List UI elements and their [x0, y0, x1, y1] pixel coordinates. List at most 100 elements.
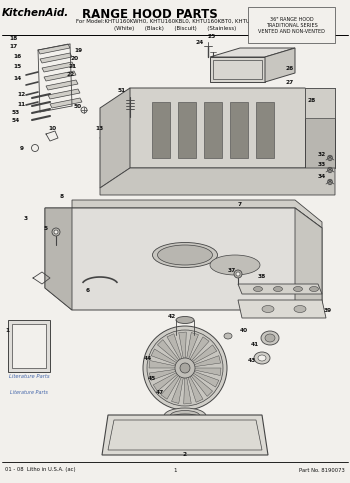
Text: 40: 40	[240, 327, 248, 332]
Text: 15: 15	[14, 65, 22, 70]
Circle shape	[236, 272, 240, 276]
Polygon shape	[193, 345, 217, 363]
Polygon shape	[265, 48, 295, 82]
Polygon shape	[152, 102, 170, 158]
Ellipse shape	[254, 352, 270, 364]
Polygon shape	[305, 88, 335, 168]
Circle shape	[143, 326, 227, 410]
Text: 41: 41	[251, 342, 259, 347]
Circle shape	[328, 168, 332, 172]
Polygon shape	[238, 300, 326, 318]
Ellipse shape	[224, 333, 232, 339]
Text: For Model:KHTU160KWH0, KHTU160KBL0, KHTU160KBT0, KHTU160KSS0: For Model:KHTU160KWH0, KHTU160KBL0, KHTU…	[76, 19, 274, 24]
Text: Literature Parts: Literature Parts	[10, 390, 48, 396]
Polygon shape	[149, 369, 176, 380]
Polygon shape	[167, 334, 182, 359]
Text: 53: 53	[12, 110, 20, 114]
Polygon shape	[210, 57, 265, 82]
Polygon shape	[72, 200, 322, 228]
Polygon shape	[204, 102, 222, 158]
Circle shape	[54, 230, 58, 234]
Text: 13: 13	[96, 126, 104, 130]
Polygon shape	[184, 378, 191, 404]
Polygon shape	[102, 415, 268, 455]
Text: 43: 43	[248, 357, 256, 363]
Text: 7: 7	[238, 201, 242, 207]
Bar	[106, 131, 119, 140]
Text: 26: 26	[286, 66, 294, 71]
Ellipse shape	[258, 355, 266, 361]
Text: 6: 6	[86, 287, 90, 293]
Text: 47: 47	[156, 389, 164, 395]
Ellipse shape	[158, 245, 212, 265]
Text: Literature Parts: Literature Parts	[9, 373, 49, 379]
Text: KitchenAid.: KitchenAid.	[2, 8, 69, 18]
Ellipse shape	[179, 340, 191, 344]
Ellipse shape	[309, 286, 318, 292]
Ellipse shape	[253, 286, 262, 292]
Polygon shape	[100, 88, 335, 168]
Text: 9: 9	[20, 145, 24, 151]
Polygon shape	[194, 355, 220, 367]
Polygon shape	[178, 102, 196, 158]
Ellipse shape	[261, 331, 279, 345]
Ellipse shape	[163, 414, 207, 432]
Circle shape	[234, 270, 242, 278]
Text: 19: 19	[74, 48, 82, 54]
Text: 54: 54	[12, 117, 20, 123]
Text: 51: 51	[118, 87, 126, 93]
Text: 33: 33	[318, 162, 326, 168]
Polygon shape	[158, 340, 179, 362]
Polygon shape	[238, 284, 322, 294]
Circle shape	[175, 358, 195, 378]
Text: 27: 27	[286, 80, 294, 85]
Polygon shape	[40, 53, 72, 63]
Ellipse shape	[153, 242, 217, 268]
Text: 11: 11	[18, 101, 26, 106]
Polygon shape	[153, 373, 177, 391]
Polygon shape	[151, 349, 176, 365]
Text: 5: 5	[44, 226, 48, 230]
Ellipse shape	[273, 286, 282, 292]
Polygon shape	[187, 333, 198, 359]
Ellipse shape	[210, 255, 260, 275]
Polygon shape	[179, 332, 186, 358]
Polygon shape	[188, 377, 203, 402]
Text: 14: 14	[14, 75, 22, 81]
Text: 32: 32	[318, 152, 326, 156]
Ellipse shape	[294, 286, 302, 292]
Text: 1: 1	[173, 468, 177, 472]
Text: 10: 10	[48, 126, 56, 130]
Polygon shape	[44, 71, 76, 81]
Ellipse shape	[294, 306, 306, 313]
Text: 12: 12	[18, 93, 26, 98]
Text: 37: 37	[228, 268, 236, 272]
Bar	[213, 60, 262, 79]
Circle shape	[328, 156, 332, 160]
Text: 2: 2	[183, 452, 187, 456]
Text: 21: 21	[69, 65, 77, 70]
Text: 18: 18	[10, 35, 18, 41]
Text: 22: 22	[67, 72, 75, 77]
Polygon shape	[48, 89, 80, 99]
Ellipse shape	[265, 334, 275, 342]
Text: 20: 20	[71, 57, 79, 61]
Bar	[12, 324, 46, 368]
Polygon shape	[161, 375, 180, 399]
Text: 24: 24	[196, 40, 204, 44]
Text: 42: 42	[168, 313, 176, 318]
Text: 25: 25	[208, 33, 216, 39]
Text: 39: 39	[324, 308, 332, 313]
Polygon shape	[305, 88, 335, 118]
Bar	[8, 320, 50, 372]
Text: 34: 34	[318, 173, 326, 179]
Text: RANGE HOOD PARTS: RANGE HOOD PARTS	[82, 8, 218, 21]
Polygon shape	[172, 377, 183, 403]
Polygon shape	[210, 48, 295, 57]
Ellipse shape	[176, 331, 194, 339]
Text: 17: 17	[10, 43, 18, 48]
Text: 3: 3	[24, 215, 28, 221]
Text: 28: 28	[308, 98, 316, 102]
Polygon shape	[100, 88, 130, 188]
Text: 50: 50	[74, 104, 82, 110]
